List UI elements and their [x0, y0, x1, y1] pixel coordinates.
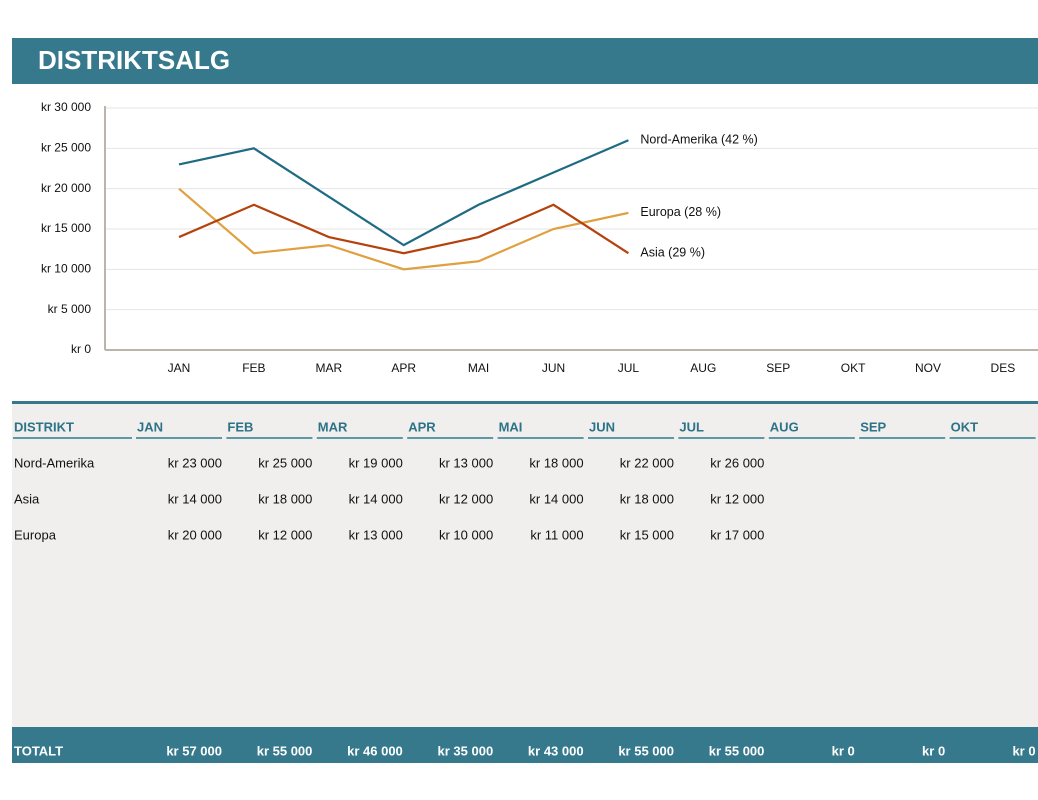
total-cell: kr 55 000 — [709, 743, 765, 758]
cell: kr 10 000 — [439, 527, 493, 542]
series-label: Europa (28 %) — [640, 205, 721, 219]
y-tick-label: kr 15 000 — [41, 221, 91, 235]
cell: kr 26 000 — [710, 455, 764, 470]
cell: kr 15 000 — [620, 527, 674, 542]
x-tick-label: FEB — [242, 361, 265, 375]
table-background — [12, 404, 1038, 727]
x-tick-label: MAI — [468, 361, 489, 375]
cell: kr 20 000 — [168, 527, 222, 542]
x-tick-label: AUG — [690, 361, 716, 375]
row-label: Asia — [14, 491, 40, 506]
x-tick-label: DES — [991, 361, 1016, 375]
cell: kr 25 000 — [258, 455, 312, 470]
x-tick-label: JUL — [618, 361, 640, 375]
row-label: Europa — [14, 527, 57, 542]
cell: kr 19 000 — [349, 455, 403, 470]
x-tick-label: JUN — [542, 361, 565, 375]
total-cell: kr 0 — [1012, 743, 1035, 758]
page-title: DISTRIKTSALG — [38, 45, 230, 75]
x-tick-label: OKT — [841, 361, 866, 375]
cell: kr 17 000 — [710, 527, 764, 542]
total-cell: kr 35 000 — [438, 743, 494, 758]
table-rule — [12, 401, 1038, 404]
column-header: DISTRIKT — [14, 419, 74, 434]
y-tick-label: kr 30 000 — [41, 100, 91, 114]
x-tick-label: APR — [391, 361, 416, 375]
cell: kr 14 000 — [349, 491, 403, 506]
cell: kr 11 000 — [530, 527, 583, 542]
column-header: JUL — [679, 419, 704, 434]
column-header: MAR — [318, 419, 348, 434]
column-header: APR — [408, 419, 436, 434]
y-tick-label: kr 20 000 — [41, 181, 91, 195]
total-cell: kr 57 000 — [166, 743, 222, 758]
cell: kr 12 000 — [710, 491, 764, 506]
cell: kr 14 000 — [168, 491, 222, 506]
total-cell: kr 46 000 — [347, 743, 403, 758]
y-tick-label: kr 10 000 — [41, 262, 91, 276]
y-tick-label: kr 0 — [71, 342, 91, 356]
column-header: FEB — [227, 419, 253, 434]
cell: kr 23 000 — [168, 455, 222, 470]
total-cell: kr 0 — [922, 743, 945, 758]
cell: kr 13 000 — [439, 455, 493, 470]
cell: kr 18 000 — [620, 491, 674, 506]
column-header: MAI — [499, 419, 523, 434]
cell: kr 22 000 — [620, 455, 674, 470]
total-cell: kr 55 000 — [257, 743, 313, 758]
x-tick-label: MAR — [315, 361, 342, 375]
series-line — [178, 203, 629, 255]
y-tick-label: kr 25 000 — [41, 141, 91, 155]
x-tick-label: JAN — [168, 361, 191, 375]
row-label: Nord-Amerika — [14, 455, 95, 470]
cell: kr 13 000 — [349, 527, 403, 542]
x-tick-label: NOV — [915, 361, 941, 375]
x-tick-label: SEP — [766, 361, 790, 375]
cell: kr 12 000 — [258, 527, 312, 542]
cell: kr 18 000 — [529, 455, 583, 470]
series-line — [178, 187, 629, 271]
cell: kr 14 000 — [529, 491, 583, 506]
title-bar — [12, 38, 1038, 84]
total-cell: kr 55 000 — [618, 743, 674, 758]
cell: kr 12 000 — [439, 491, 493, 506]
series-line — [178, 139, 629, 247]
y-tick-label: kr 5 000 — [48, 302, 92, 316]
cell: kr 18 000 — [258, 491, 312, 506]
total-cell: kr 43 000 — [528, 743, 584, 758]
column-header: SEP — [860, 419, 886, 434]
column-header: OKT — [951, 419, 979, 434]
series-label: Asia (29 %) — [640, 245, 705, 259]
total-bar — [12, 727, 1038, 763]
series-label: Nord-Amerika (42 %) — [640, 133, 757, 147]
column-header: AUG — [770, 419, 799, 434]
total-label: TOTALT — [14, 743, 63, 758]
column-header: JUN — [589, 419, 615, 434]
column-header: JAN — [137, 419, 163, 434]
total-cell: kr 0 — [832, 743, 855, 758]
